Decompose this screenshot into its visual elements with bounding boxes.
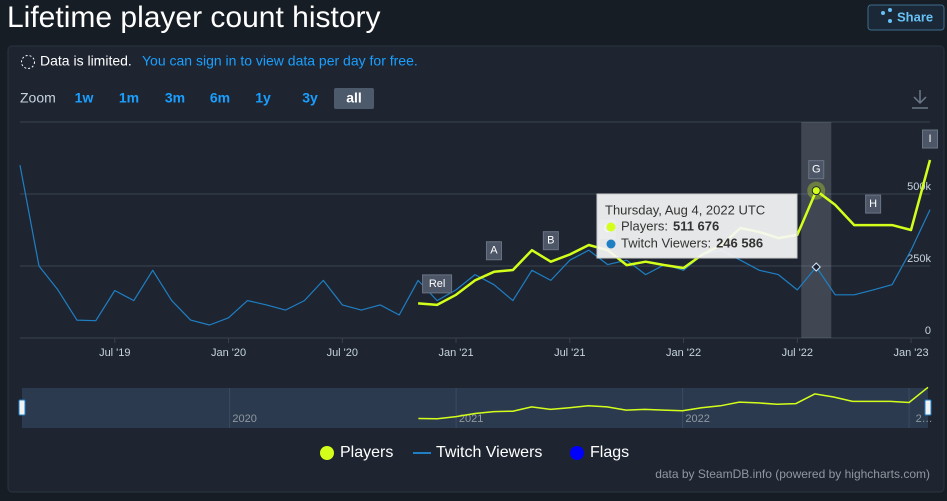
share-icon <box>888 8 892 12</box>
flag: B <box>542 231 559 251</box>
zoom-selected[interactable] <box>334 88 374 109</box>
flag-label: I <box>928 133 931 145</box>
y-tick-label: 0 <box>925 325 931 337</box>
zoom-button[interactable]: 3m <box>165 90 185 106</box>
sign-in-link[interactable]: You can sign in to view data per day for… <box>142 53 418 69</box>
flag-label: G <box>812 164 821 176</box>
share-icon <box>881 11 885 15</box>
download-icon[interactable] <box>912 90 928 109</box>
tooltip-name: Twitch Viewers: <box>621 235 711 250</box>
navigator-handle[interactable] <box>924 399 932 416</box>
x-tick-label: Jan '20 <box>211 347 246 359</box>
flag-label: H <box>869 198 877 210</box>
share-label[interactable]: Share <box>897 9 933 24</box>
tooltip-title: Thursday, Aug 4, 2022 UTC <box>605 202 765 217</box>
navigator-line <box>418 386 929 420</box>
hover-point <box>811 262 821 272</box>
legend-label[interactable]: Twitch Viewers <box>436 444 542 461</box>
flag-label: B <box>547 235 554 247</box>
navigator-tick-label: 2020 <box>232 413 256 425</box>
legend-symbol <box>320 446 334 460</box>
zoom-button[interactable]: 6m <box>210 90 230 106</box>
notice: Data is limited. <box>40 53 132 69</box>
share-icon <box>888 19 892 23</box>
flag-label: Rel <box>429 278 446 290</box>
flag-box <box>808 160 825 180</box>
navigator-handle[interactable] <box>18 399 26 416</box>
x-tick-label: Jan '22 <box>666 347 701 359</box>
footer: data by SteamDB.info (powered by highcha… <box>655 467 930 481</box>
navigator-tick-label: 2… <box>916 413 933 425</box>
players-line <box>418 159 932 307</box>
x-tick-label: Jul '20 <box>327 347 358 359</box>
flag: H <box>865 194 882 214</box>
flag-box <box>422 274 453 294</box>
flag-box <box>485 241 502 261</box>
zoom-button[interactable]: 1w <box>75 90 94 106</box>
flag: Rel <box>422 274 453 294</box>
navigator-tick-label: 2021 <box>459 413 483 425</box>
tooltip-name: Players: <box>621 218 668 233</box>
legend-label[interactable]: Players <box>340 444 393 461</box>
tooltip-box <box>596 193 798 259</box>
zoom-label: Zoom <box>20 90 56 106</box>
x-tick-label: Jan '23 <box>893 347 928 359</box>
flag-box <box>542 231 559 251</box>
legend: Players Twitch Viewers Flags <box>320 444 629 461</box>
tooltip-value: 511 676 <box>673 218 719 233</box>
x-tick-label: Jul '21 <box>554 347 585 359</box>
navigator-tick-label: 2022 <box>685 413 709 425</box>
tooltip-dot <box>606 239 616 249</box>
share-button[interactable]: Share <box>867 4 945 31</box>
y-tick-label: 500k <box>907 181 931 193</box>
tooltip-value: 246 586 <box>716 235 763 250</box>
x-tick-label: Jan '21 <box>438 347 473 359</box>
x-tick-label: Jul '19 <box>99 347 130 359</box>
zoom-button[interactable]: 1m <box>119 90 139 106</box>
y-tick-label: 250k <box>907 253 931 265</box>
legend-symbol <box>570 446 584 460</box>
limited-icon <box>21 55 35 69</box>
panel <box>7 45 945 493</box>
page-title: Lifetime player count history <box>7 1 381 34</box>
crosshair <box>801 122 832 338</box>
flag: G <box>808 160 825 180</box>
tooltip-dot <box>606 222 616 232</box>
flag-label: A <box>490 245 498 257</box>
navigator <box>22 388 928 428</box>
share-box[interactable] <box>867 4 945 31</box>
flag-box <box>865 194 882 214</box>
flag: I <box>922 129 938 149</box>
twitch-line <box>19 165 931 326</box>
zoom-button[interactable]: 3y <box>302 90 318 106</box>
legend-label[interactable]: Flags <box>590 444 629 461</box>
zoom-button[interactable]: all <box>346 90 362 106</box>
flag-box <box>922 129 938 149</box>
hover-point <box>811 186 821 196</box>
flag: A <box>485 241 502 261</box>
zoom-button[interactable]: 1y <box>255 90 271 106</box>
x-tick-label: Jul '22 <box>782 347 813 359</box>
